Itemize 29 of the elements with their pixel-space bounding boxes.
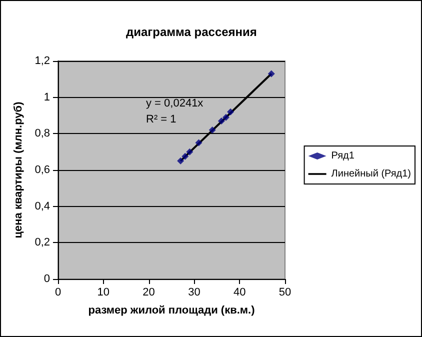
point	[177, 157, 184, 164]
point	[227, 108, 234, 116]
x-axis-title: размер жилой площади (кв.м.)	[88, 304, 256, 316]
point	[195, 139, 202, 146]
point	[268, 70, 275, 78]
y-tick-label: 1	[44, 91, 50, 104]
y-tick-label: 0	[44, 273, 50, 285]
y-tick-label: 0,4	[34, 200, 50, 212]
x-tick-label: 10	[97, 286, 110, 298]
x-tick-label: 50	[278, 286, 292, 298]
point	[186, 148, 194, 156]
y-tick-label: 0,6	[34, 164, 50, 176]
chart-title: диаграмма рассеяния	[126, 25, 257, 39]
y-tick-label: 0,2	[34, 236, 50, 249]
annotation: y = 0,0241x	[146, 98, 204, 110]
point	[218, 117, 225, 124]
point	[222, 114, 230, 121]
x-tick-label: 0	[54, 286, 62, 298]
x-tick-label: 30	[188, 286, 200, 298]
point	[208, 126, 216, 134]
y-tick-label: 1,2	[34, 55, 50, 67]
annotation: R² = 1	[146, 114, 176, 126]
y-tick-label: 0,8	[34, 128, 50, 140]
x-tick-label: 40	[233, 286, 246, 298]
legend-label: Линейный (Ряд1)	[331, 168, 411, 180]
x-tick-label: 20	[142, 286, 155, 298]
legend-label: Ряд1	[331, 150, 355, 162]
y-axis-title: цена квартиры (млн.руб)	[12, 101, 24, 238]
point	[182, 152, 189, 160]
